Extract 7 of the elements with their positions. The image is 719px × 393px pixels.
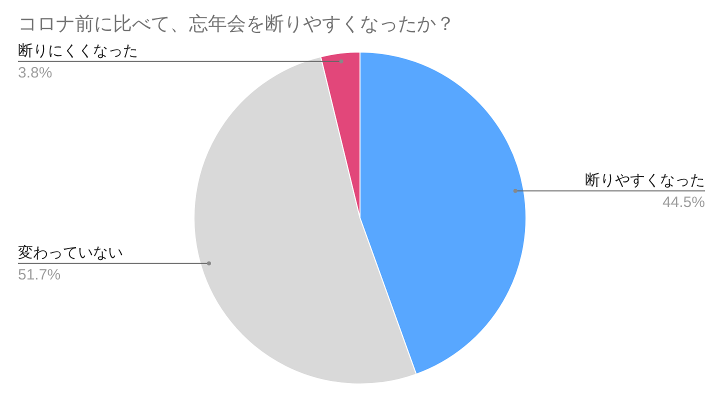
slice-label: 断りやすくなった <box>585 172 705 189</box>
data-label: 51.7% <box>18 266 61 284</box>
chart-title: コロナ前に比べて、忘年会を断りやすくなったか？ <box>18 13 455 35</box>
slice-label: 変わっていない <box>18 244 123 262</box>
slice-label: 断りにくくなった <box>18 42 138 60</box>
data-label: 3.8% <box>18 64 52 82</box>
data-label: 44.5% <box>662 194 705 211</box>
